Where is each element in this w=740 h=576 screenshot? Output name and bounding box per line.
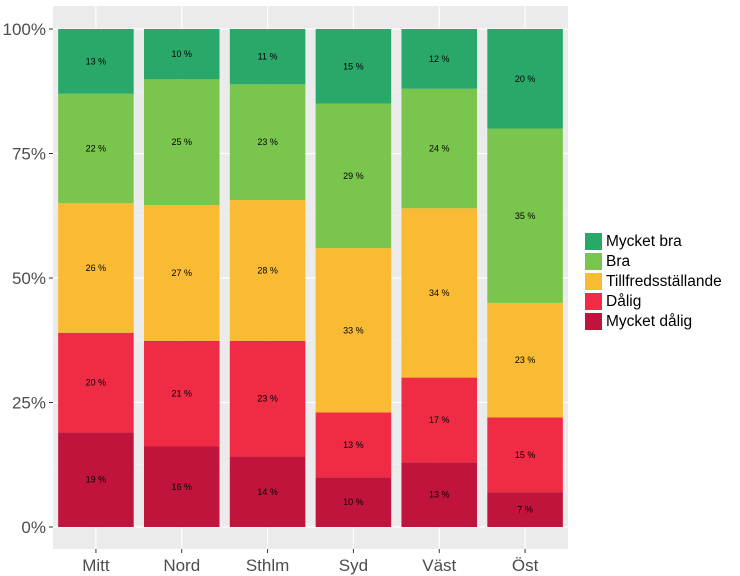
data-label: 13 % xyxy=(86,56,107,66)
legend-item: Mycket bra xyxy=(585,232,722,251)
bar-segment xyxy=(229,200,306,341)
bar-segment xyxy=(315,477,392,527)
bar-segment xyxy=(229,340,306,457)
bar-segment xyxy=(229,29,306,85)
bar-segment xyxy=(143,340,220,447)
data-label: 33 % xyxy=(343,325,364,335)
y-tick-label: 25% xyxy=(12,394,46,413)
bar-segment xyxy=(58,332,134,433)
legend-label: Tillfredsställande xyxy=(606,272,722,290)
bar-segment xyxy=(229,84,306,201)
data-label: 20 % xyxy=(86,378,107,388)
data-label: 26 % xyxy=(86,263,107,273)
bar-segment xyxy=(58,432,134,527)
data-label: 10 % xyxy=(343,497,364,507)
legend-key xyxy=(585,253,602,270)
x-tick-label: Väst xyxy=(422,556,456,575)
bar-segment xyxy=(143,29,220,80)
y-tick-label: 75% xyxy=(12,145,46,164)
data-label: 24 % xyxy=(429,144,450,154)
legend-key xyxy=(585,273,602,290)
bar-segment xyxy=(58,93,134,204)
data-label: 25 % xyxy=(171,137,192,147)
legend-label: Bra xyxy=(606,252,631,270)
bar-segment xyxy=(315,248,392,413)
bar-segment xyxy=(487,29,563,129)
data-label: 23 % xyxy=(257,394,278,404)
bar-segment xyxy=(58,203,134,333)
data-label: 10 % xyxy=(171,49,192,59)
bar-segment xyxy=(58,29,134,94)
data-label: 29 % xyxy=(343,171,364,181)
bar-segment xyxy=(401,88,478,209)
bar-segment xyxy=(143,79,220,206)
x-tick-label: Mitt xyxy=(82,556,110,575)
legend-key xyxy=(585,313,602,330)
bar-segment xyxy=(487,128,563,303)
bar-segment xyxy=(229,456,306,527)
data-label: 12 % xyxy=(429,54,450,64)
data-label: 21 % xyxy=(171,389,192,399)
data-label: 20 % xyxy=(515,74,536,84)
legend-item: Tillfredsställande xyxy=(585,272,722,291)
bar-segment xyxy=(143,205,220,341)
x-tick-label: Öst xyxy=(512,556,539,575)
legend-item: Bra xyxy=(585,252,722,271)
legend-item: Mycket dålig xyxy=(585,312,722,331)
legend-item: Dålig xyxy=(585,292,722,311)
data-label: 16 % xyxy=(171,482,192,492)
y-tick-label: 0% xyxy=(21,518,46,537)
legend-label: Dålig xyxy=(606,292,642,310)
bar-segment xyxy=(401,377,478,463)
data-label: 22 % xyxy=(86,144,107,154)
data-label: 17 % xyxy=(429,415,450,425)
data-label: 14 % xyxy=(257,487,278,497)
bar-segment xyxy=(315,103,392,249)
data-label: 7 % xyxy=(517,505,533,515)
bar-segment xyxy=(401,29,478,89)
legend-key xyxy=(585,233,602,250)
x-tick-label: Nord xyxy=(163,556,200,575)
bar-segment xyxy=(487,417,563,493)
data-label: 34 % xyxy=(429,288,450,298)
data-label: 27 % xyxy=(171,268,192,278)
legend-label: Mycket bra xyxy=(606,232,682,250)
data-label: 15 % xyxy=(343,61,364,71)
bar-segment xyxy=(487,302,563,418)
legend: Mycket bra Bra Tillfredsställande Dålig Myck… xyxy=(585,232,722,332)
y-tick-label: 50% xyxy=(12,269,46,288)
data-label: 28 % xyxy=(257,265,278,275)
bar-segment xyxy=(315,412,392,478)
data-label: 23 % xyxy=(515,355,536,365)
bar-segment xyxy=(143,446,220,527)
data-label: 13 % xyxy=(429,490,450,500)
data-label: 35 % xyxy=(515,211,536,221)
bar-segment xyxy=(401,462,478,527)
bar-segment xyxy=(315,29,392,104)
data-label: 13 % xyxy=(343,440,364,450)
legend-label: Mycket dålig xyxy=(606,312,693,330)
data-label: 15 % xyxy=(515,450,536,460)
x-tick-label: Sthlm xyxy=(246,556,289,575)
bar-segment xyxy=(401,208,478,378)
data-label: 11 % xyxy=(258,52,278,62)
x-tick-label: Syd xyxy=(339,556,368,575)
bar-segment xyxy=(487,492,563,527)
legend-key xyxy=(585,293,602,310)
y-tick-label: 100% xyxy=(3,20,46,39)
data-label: 23 % xyxy=(257,137,278,147)
data-label: 19 % xyxy=(86,475,107,485)
